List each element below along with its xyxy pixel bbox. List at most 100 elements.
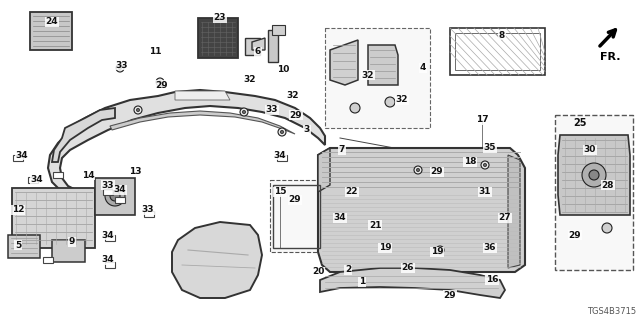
Text: 29: 29: [431, 167, 444, 177]
Text: 30: 30: [584, 146, 596, 155]
Text: 9: 9: [69, 237, 75, 246]
Circle shape: [159, 80, 161, 84]
Circle shape: [118, 67, 122, 69]
Text: FR.: FR.: [600, 52, 621, 62]
Polygon shape: [95, 178, 135, 215]
Text: 34: 34: [114, 186, 126, 195]
Polygon shape: [53, 172, 63, 178]
Polygon shape: [105, 262, 115, 268]
Text: 29: 29: [289, 196, 301, 204]
Text: 23: 23: [214, 13, 227, 22]
Text: 22: 22: [346, 188, 358, 196]
Polygon shape: [508, 155, 520, 268]
Circle shape: [105, 186, 125, 206]
Text: 8: 8: [499, 30, 505, 39]
Polygon shape: [172, 222, 262, 298]
Text: 13: 13: [129, 167, 141, 177]
Circle shape: [589, 170, 599, 180]
Polygon shape: [115, 197, 125, 203]
Polygon shape: [272, 25, 285, 35]
Polygon shape: [320, 268, 505, 298]
Text: 29: 29: [444, 291, 456, 300]
Circle shape: [417, 168, 420, 172]
Circle shape: [582, 163, 606, 187]
Circle shape: [278, 128, 286, 136]
Polygon shape: [52, 108, 115, 162]
Circle shape: [134, 106, 142, 114]
Polygon shape: [330, 40, 358, 85]
Polygon shape: [558, 135, 630, 215]
Text: 17: 17: [476, 116, 488, 124]
Text: 28: 28: [602, 180, 614, 189]
Circle shape: [602, 223, 612, 233]
Text: 32: 32: [362, 70, 374, 79]
Text: 20: 20: [312, 268, 324, 276]
Bar: [325, 28, 430, 128]
Text: 35: 35: [484, 143, 496, 153]
Text: 33: 33: [116, 60, 128, 69]
Polygon shape: [277, 155, 287, 161]
Text: 32: 32: [287, 91, 300, 100]
Text: 10: 10: [277, 66, 289, 75]
Text: 34: 34: [102, 230, 115, 239]
Text: 29: 29: [156, 81, 168, 90]
Polygon shape: [103, 189, 113, 195]
Text: 5: 5: [15, 241, 21, 250]
Text: 12: 12: [12, 205, 24, 214]
Text: 34: 34: [274, 150, 286, 159]
Polygon shape: [245, 38, 260, 55]
Polygon shape: [110, 111, 295, 134]
Polygon shape: [175, 91, 230, 100]
Text: 32: 32: [244, 76, 256, 84]
Text: 7: 7: [339, 146, 345, 155]
Text: 36: 36: [484, 244, 496, 252]
Text: 19: 19: [431, 247, 444, 257]
Text: 21: 21: [369, 220, 381, 229]
Text: 34: 34: [102, 255, 115, 265]
Circle shape: [243, 110, 246, 114]
Text: 26: 26: [402, 263, 414, 273]
Circle shape: [414, 166, 422, 174]
Polygon shape: [318, 148, 525, 272]
Circle shape: [436, 246, 444, 254]
Text: 34: 34: [16, 150, 28, 159]
Circle shape: [110, 191, 120, 201]
Polygon shape: [52, 240, 85, 262]
Text: 34: 34: [31, 175, 44, 185]
Polygon shape: [268, 30, 278, 62]
Polygon shape: [144, 211, 154, 217]
Text: 19: 19: [379, 244, 391, 252]
Text: 4: 4: [420, 63, 426, 73]
Polygon shape: [30, 12, 72, 50]
Circle shape: [385, 97, 395, 107]
Text: 6: 6: [255, 47, 261, 57]
Text: 29: 29: [569, 230, 581, 239]
Text: 18: 18: [464, 157, 476, 166]
Circle shape: [116, 64, 124, 72]
Circle shape: [483, 164, 486, 167]
Text: 24: 24: [45, 18, 58, 27]
Text: 33: 33: [141, 205, 154, 214]
Text: 1: 1: [359, 277, 365, 286]
Text: 34: 34: [333, 213, 346, 222]
Polygon shape: [48, 90, 325, 200]
Circle shape: [156, 78, 164, 86]
Polygon shape: [318, 148, 330, 192]
Text: 27: 27: [499, 213, 511, 222]
Text: 15: 15: [274, 188, 286, 196]
Polygon shape: [105, 235, 115, 241]
Circle shape: [240, 108, 248, 116]
Polygon shape: [13, 155, 23, 161]
Polygon shape: [252, 38, 265, 50]
Text: 33: 33: [102, 180, 115, 189]
Text: 31: 31: [479, 188, 492, 196]
Text: 25: 25: [573, 118, 587, 128]
Circle shape: [438, 248, 442, 252]
Text: 33: 33: [266, 106, 278, 115]
Polygon shape: [368, 45, 398, 85]
Polygon shape: [28, 177, 38, 183]
Text: 16: 16: [486, 276, 499, 284]
Polygon shape: [198, 18, 238, 58]
Circle shape: [136, 108, 140, 112]
Text: 29: 29: [290, 110, 302, 119]
